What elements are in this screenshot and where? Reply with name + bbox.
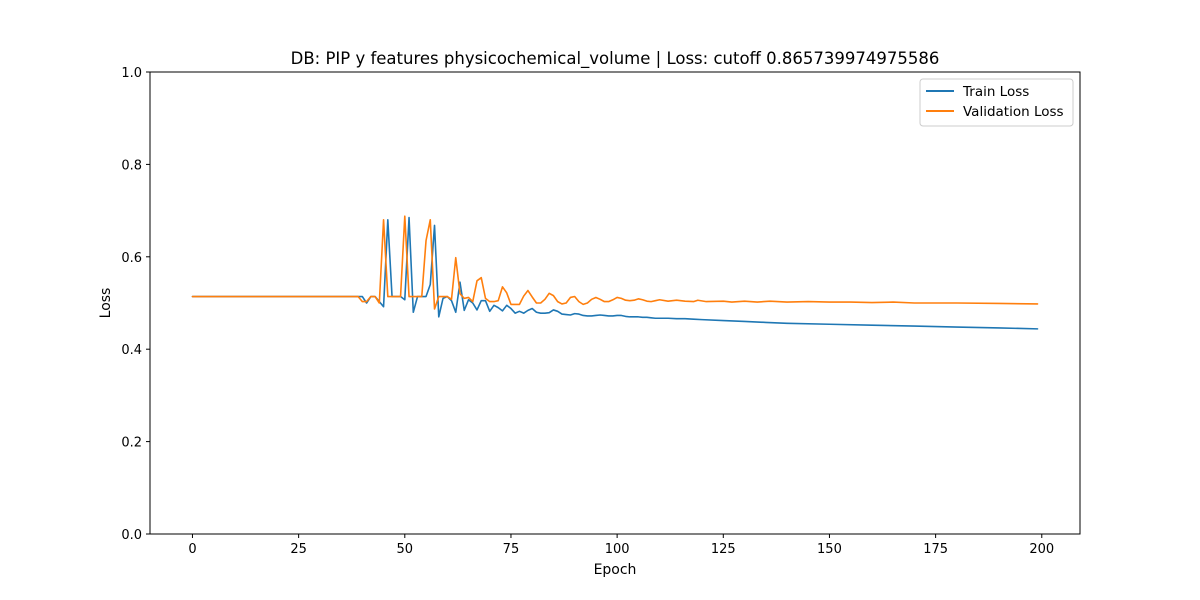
legend-label-validation-loss: Validation Loss (963, 104, 1064, 120)
legend-frame (919, 78, 1074, 127)
x-axis-label: Epoch (594, 562, 637, 578)
x-axis: 0 25 50 75 100 125 150 175 200 (188, 534, 1054, 557)
y-tick-label: 0.0 (121, 528, 142, 543)
y-tick-label: 0.4 (121, 343, 142, 358)
legend-label-train-loss: Train Loss (962, 84, 1029, 100)
x-tick-label: 25 (290, 542, 307, 557)
y-axis: 0.0 0.2 0.4 0.6 0.8 1.0 (121, 66, 150, 543)
x-tick-label: 0 (188, 542, 196, 557)
y-tick-label: 0.2 (121, 436, 142, 451)
y-axis-label: Loss (98, 288, 114, 319)
plot-area-frame (149, 71, 1081, 535)
x-tick-label: 175 (923, 542, 948, 557)
x-tick-label: 75 (503, 542, 520, 557)
x-tick-label: 50 (397, 542, 414, 557)
series-line-validation-loss (191, 215, 1039, 310)
chart-title: DB: PIP y features physicochemical_volum… (291, 49, 940, 69)
series-layer (191, 215, 1039, 330)
y-tick-label: 0.6 (121, 251, 142, 266)
legend: Train Loss Validation Loss (919, 78, 1074, 127)
x-tick-label: 125 (711, 542, 736, 557)
y-tick-label: 0.8 (121, 158, 142, 173)
x-tick-label: 150 (817, 542, 842, 557)
x-tick-label: 100 (605, 542, 630, 557)
x-tick-label: 200 (1029, 542, 1054, 557)
y-tick-label: 1.0 (121, 66, 142, 81)
series-line-train-loss (191, 216, 1039, 330)
